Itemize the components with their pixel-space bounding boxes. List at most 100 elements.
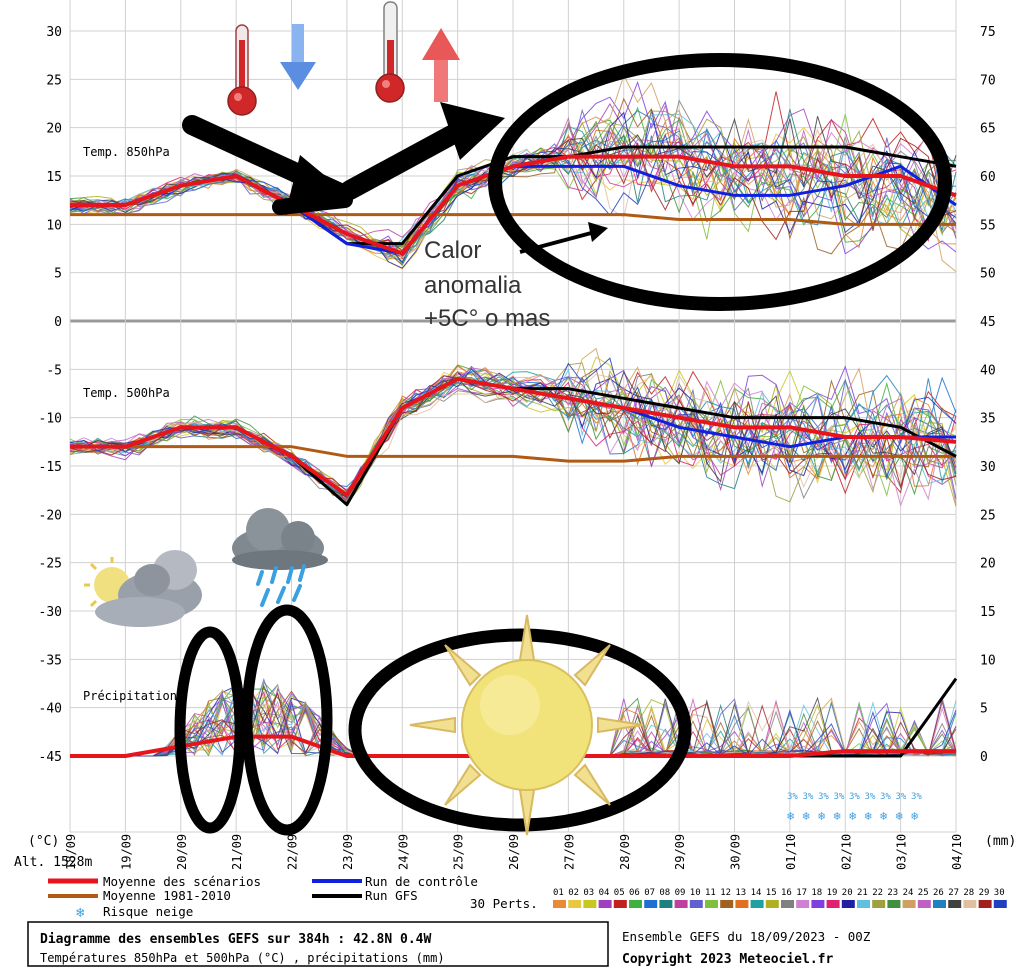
y-tick-right: 15 [980,605,996,620]
snowflake-icon: ❄ [849,809,856,823]
x-tick-label: 21/09 [230,834,244,870]
pert-swatch [613,900,627,908]
rain-cloud-icon [232,508,328,607]
x-tick-label: 25/09 [452,834,466,870]
y-tick-right: 65 [980,122,996,137]
x-tick-label: 30/09 [729,834,743,870]
snow-risk-marker: 3% [787,792,798,802]
thermometer-up-icon [375,1,405,103]
y-tick-left: -20 [39,508,62,523]
legend-label-mean: Moyenne des scénarios [103,874,261,889]
pert-swatch [781,900,794,908]
pert-swatch [857,900,870,908]
pert-swatch [993,900,1007,908]
pert-number: 22 [872,888,883,898]
panel-label-precip: Précipitations [83,689,184,703]
pert-swatch [796,900,810,908]
black-arrows [182,102,505,215]
pert-swatch [872,900,886,908]
pert-number: 15 [766,888,777,898]
legend-label-perts: 30 Perts. [470,896,538,911]
chart-grid [69,0,957,833]
thermometer-down-icon [227,24,257,116]
y-tick-left: -15 [39,460,62,475]
pert-swatch [933,900,946,908]
right-axis-unit: (mm) [985,834,1016,849]
pert-number: 23 [887,888,898,898]
y-tick-left: 15 [46,170,62,185]
footer-subtitle: Températures 850hPa et 500hPa (°C) , pré… [40,951,445,965]
panel-label-t850: Temp. 850hPa [83,145,170,159]
y-tick-left: 30 [46,25,62,40]
pert-number: 29 [979,888,990,898]
y-tick-left: 0 [54,315,62,330]
x-tick-label: 03/10 [895,834,909,870]
highlight-ellipse-t850 [488,53,952,311]
y-tick-left: -10 [39,412,62,427]
pert-swatch [887,900,901,908]
pert-swatch [659,900,673,908]
y-tick-right: 0 [980,750,988,765]
y-tick-left: -40 [39,702,62,717]
x-tick-label: 23/09 [341,834,355,870]
snow-risk-marker: 3% [849,792,860,802]
x-tick-label: 02/10 [839,834,853,870]
altitude-label: Alt. 1528m [14,855,92,870]
pert-number: 05 [614,888,625,898]
x-tick-label: 22/09 [286,834,300,870]
x-tick-label: 29/09 [673,834,687,870]
snow-risk-marker: 3% [911,792,922,802]
snow-risk-markers: 3% ❄ 3% ❄ 3% ❄ 3% ❄ 3% ❄ 3% ❄ 3% ❄ 3% ❄ 3% ❄ [787,792,922,823]
pert-swatch [917,900,931,908]
snow-risk-marker: 3% [880,792,891,802]
pert-number: 30 [994,888,1005,898]
x-tick-label: 27/09 [562,834,576,870]
pert-swatch [598,900,612,908]
sun-cloud-icon [84,550,202,627]
snowflake-icon: ❄ [803,809,810,823]
pert-swatch [674,900,688,908]
pert-swatch [629,900,642,908]
snow-risk-marker: 3% [865,792,876,802]
snowflake-icon: ❄ [818,809,825,823]
y-tick-right: 75 [980,25,996,40]
footer-run: Ensemble GEFS du 18/09/2023 - 00Z [622,929,871,944]
snowflake-icon: ❄ [865,809,872,823]
pert-number: 25 [918,888,929,898]
pert-swatch [644,900,658,908]
perturbation-legend: 01 02 03 04 05 06 07 08 09 10 11 12 13 14 15 16 17 18 19 20… [553,888,1007,908]
pert-number: 08 [659,888,670,898]
y-tick-left: -25 [39,557,62,572]
snow-risk-marker: 3% [803,792,814,802]
pert-number: 07 [644,888,655,898]
snow-risk-marker: 3% [818,792,829,802]
pert-swatch [826,900,840,908]
pert-number: 06 [629,888,640,898]
annotation-line3: +5C° o mas [424,305,550,332]
pert-swatch [750,900,764,908]
pert-swatch [553,900,566,908]
pert-number: 03 [583,888,594,898]
x-tick-label: 01/10 [784,834,798,870]
series-t500 [70,445,956,463]
y-tick-right: 70 [980,73,996,88]
footer-title-box [27,921,609,967]
arrow-down-icon [280,24,316,90]
x-tick-label: 18/09 [64,834,78,870]
y-tick-right: 60 [980,170,996,185]
series-t850 [70,213,956,226]
legend-label-snow: Risque neige [103,904,193,919]
pert-swatch [689,900,703,908]
pert-number: 12 [720,888,731,898]
highlight-ellipse-rain-1 [174,626,246,834]
pert-swatch [811,900,825,908]
x-tick-label: 20/09 [175,834,189,870]
pert-number: 14 [751,888,762,898]
snowflake-icon: ❄ [76,905,85,921]
y-tick-right: 10 [980,653,996,668]
annotation-line1: Calor [424,237,481,264]
footer-title: Diagramme des ensembles GEFS sur 384h : … [40,932,432,947]
x-tick-label: 04/10 [950,834,964,870]
legend-label-control: Run de contrôle [365,874,478,889]
